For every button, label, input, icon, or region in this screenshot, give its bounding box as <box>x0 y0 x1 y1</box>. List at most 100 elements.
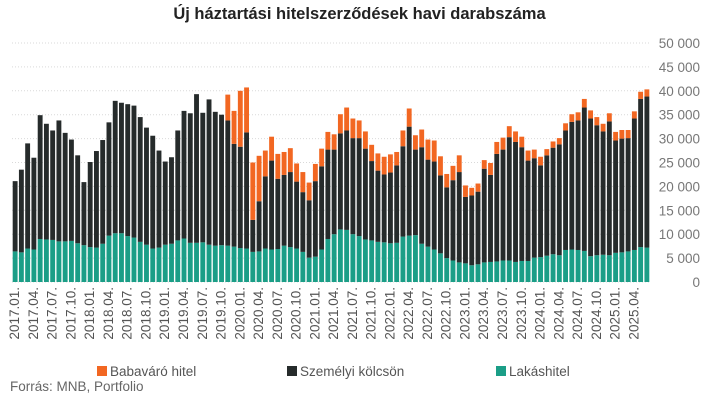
bar-babav-r-hitel <box>513 131 518 142</box>
bar-lak-shitel <box>475 264 481 282</box>
x-tick-label: 2022.07. <box>420 287 435 340</box>
bar-szem-lyi-k-lcs-n <box>362 148 368 240</box>
bar-szem-lyi-k-lcs-n <box>206 99 212 245</box>
legend-label: Személyi kölcsön <box>300 364 404 379</box>
bar-lak-shitel <box>369 240 375 282</box>
y-tick-label: 45 000 <box>659 60 700 75</box>
x-tick-label: 2017.01. <box>7 287 22 340</box>
bar-szem-lyi-k-lcs-n <box>275 178 281 250</box>
bar-szem-lyi-k-lcs-n <box>606 121 612 256</box>
bar-szem-lyi-k-lcs-n <box>356 138 362 237</box>
x-tick-label: 2024.04. <box>551 287 566 340</box>
bar-lak-shitel <box>613 252 619 282</box>
bar-szem-lyi-k-lcs-n <box>531 158 537 258</box>
bar-lak-shitel <box>262 248 268 282</box>
bar-lak-shitel <box>200 242 206 282</box>
bar-szem-lyi-k-lcs-n <box>12 181 18 252</box>
bar-szem-lyi-k-lcs-n <box>644 96 650 248</box>
bar-lak-shitel <box>181 238 187 282</box>
bar-lak-shitel <box>112 233 118 282</box>
bar-lak-shitel <box>250 251 256 282</box>
x-tick-label: 2019.07. <box>195 287 210 340</box>
y-tick-label: 25 000 <box>659 156 700 171</box>
bar-szem-lyi-k-lcs-n <box>438 175 443 254</box>
bar-szem-lyi-k-lcs-n <box>62 132 68 242</box>
bar-babav-r-hitel <box>569 114 575 122</box>
bar-szem-lyi-k-lcs-n <box>387 172 393 244</box>
x-tick-label: 2018.04. <box>101 287 116 340</box>
bar-babav-r-hitel <box>588 110 594 119</box>
bar-babav-r-hitel <box>594 117 600 126</box>
bar-babav-r-hitel <box>631 111 637 119</box>
x-tick-label: 2021.07. <box>345 287 360 340</box>
x-tick-label: 2017.07. <box>45 287 60 340</box>
bar-lak-shitel <box>575 249 581 282</box>
bar-lak-shitel <box>12 251 18 282</box>
bar-babav-r-hitel <box>619 130 625 139</box>
bar-babav-r-hitel <box>463 185 468 197</box>
legend-swatch <box>287 366 297 376</box>
x-tick-label: 2025.04. <box>626 287 641 340</box>
bar-lak-shitel <box>513 261 518 282</box>
bar-lak-shitel <box>306 257 312 282</box>
bar-lak-shitel <box>56 241 62 282</box>
x-tick-label: 2019.01. <box>157 287 172 340</box>
bar-lak-shitel <box>406 235 412 282</box>
bar-szem-lyi-k-lcs-n <box>369 161 375 241</box>
bar-babav-r-hitel <box>438 156 443 176</box>
bar-szem-lyi-k-lcs-n <box>400 146 406 237</box>
bar-babav-r-hitel <box>225 94 231 121</box>
bar-babav-r-hitel <box>500 137 506 150</box>
bar-lak-shitel <box>375 241 381 282</box>
bar-lak-shitel <box>606 255 612 282</box>
bar-szem-lyi-k-lcs-n <box>550 147 556 255</box>
x-tick-label: 2018.07. <box>120 287 135 340</box>
bar-szem-lyi-k-lcs-n <box>381 174 387 243</box>
bar-szem-lyi-k-lcs-n <box>68 139 74 241</box>
bar-szem-lyi-k-lcs-n <box>281 174 287 246</box>
bar-lak-shitel <box>300 251 306 282</box>
bar-szem-lyi-k-lcs-n <box>175 130 181 241</box>
bar-szem-lyi-k-lcs-n <box>212 111 218 246</box>
bar-szem-lyi-k-lcs-n <box>375 170 381 242</box>
bar-szem-lyi-k-lcs-n <box>87 162 93 248</box>
bar-lak-shitel <box>531 257 537 282</box>
bar-lak-shitel <box>131 237 137 282</box>
x-tick-label: 2018.10. <box>138 287 153 340</box>
bar-szem-lyi-k-lcs-n <box>575 120 581 250</box>
bar-szem-lyi-k-lcs-n <box>419 147 425 244</box>
bar-szem-lyi-k-lcs-n <box>581 107 587 251</box>
bar-szem-lyi-k-lcs-n <box>563 130 568 250</box>
bar-lak-shitel <box>25 248 31 282</box>
bar-szem-lyi-k-lcs-n <box>594 125 600 256</box>
bar-lak-shitel <box>94 247 99 282</box>
bar-szem-lyi-k-lcs-n <box>319 166 325 250</box>
bar-szem-lyi-k-lcs-n <box>625 138 631 252</box>
bar-lak-shitel <box>394 242 400 282</box>
bar-szem-lyi-k-lcs-n <box>119 102 124 234</box>
bar-szem-lyi-k-lcs-n <box>337 133 343 230</box>
bar-babav-r-hitel <box>331 134 337 150</box>
legend-label: Lakáshitel <box>509 364 570 379</box>
bar-szem-lyi-k-lcs-n <box>81 182 87 246</box>
bar-babav-r-hitel <box>419 129 425 148</box>
bar-babav-r-hitel <box>312 163 318 182</box>
bar-szem-lyi-k-lcs-n <box>325 149 331 239</box>
bar-lak-shitel <box>269 249 275 282</box>
bar-szem-lyi-k-lcs-n <box>169 157 174 244</box>
x-tick-label: 2018.01. <box>82 287 97 340</box>
bar-babav-r-hitel <box>563 123 568 131</box>
x-tick-label: 2021.01. <box>307 287 322 340</box>
bar-lak-shitel <box>425 246 431 282</box>
bar-lak-shitel <box>419 243 425 282</box>
bar-szem-lyi-k-lcs-n <box>312 181 318 257</box>
bar-lak-shitel <box>106 235 112 282</box>
bar-szem-lyi-k-lcs-n <box>262 176 268 249</box>
bar-babav-r-hitel <box>550 141 556 148</box>
bar-babav-r-hitel <box>469 187 475 196</box>
bar-babav-r-hitel <box>250 162 256 220</box>
bar-babav-r-hitel <box>444 173 450 188</box>
bar-szem-lyi-k-lcs-n <box>269 160 275 250</box>
bar-babav-r-hitel <box>600 123 606 132</box>
bar-lak-shitel <box>450 260 456 282</box>
